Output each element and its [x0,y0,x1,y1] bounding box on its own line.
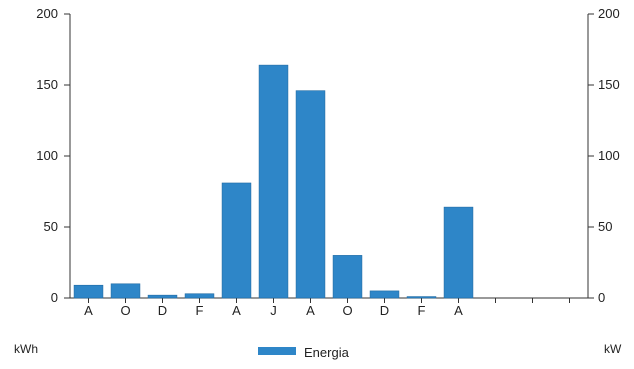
x-tick-label: D [380,303,389,318]
bar-1 [110,283,141,299]
labels-layer: 0 50 100 150 200 0 50 100 150 200 A O D F A J A O D F A [36,6,619,318]
y-tick-label-left: 50 [44,219,58,234]
x-tick-label: J [270,303,277,318]
bar-0 [73,284,104,299]
y-tick-label-right: 150 [598,77,620,92]
y-tick-label-left: 0 [51,290,58,305]
bar-2 [147,294,178,299]
x-tick-label: A [454,303,463,318]
axes-layer [64,13,594,303]
x-tick-label: F [196,303,204,318]
y-tick-label-right: 200 [598,6,620,21]
bar-4 [221,182,252,299]
y-tick-label-left: 200 [36,6,58,21]
legend-label-energia: Energia [304,345,350,360]
bar-9 [406,296,437,299]
x-tick-label: F [418,303,426,318]
bar-10 [443,206,474,299]
x-tick-label: O [342,303,352,318]
x-tick-label: A [306,303,315,318]
y-tick-label-right: 50 [598,219,612,234]
legend-swatch [258,347,296,355]
y-tick-label-left: 150 [36,77,58,92]
y-axis-unit-right: kW [604,342,622,356]
x-tick-label: A [84,303,93,318]
x-tick-label: D [158,303,167,318]
bar-3 [184,293,215,299]
y-tick-label-right: 100 [598,148,620,163]
bar-5 [258,64,289,299]
x-tick-label: O [120,303,130,318]
bar-6 [295,90,326,299]
bars-layer [73,64,474,299]
bar-7 [332,255,363,299]
y-tick-label-right: 0 [598,290,605,305]
bar-8 [369,290,400,299]
x-tick-label: A [232,303,241,318]
y-tick-label-left: 100 [36,148,58,163]
y-axis-unit-left: kWh [14,342,38,356]
legend: Energia [258,345,350,360]
